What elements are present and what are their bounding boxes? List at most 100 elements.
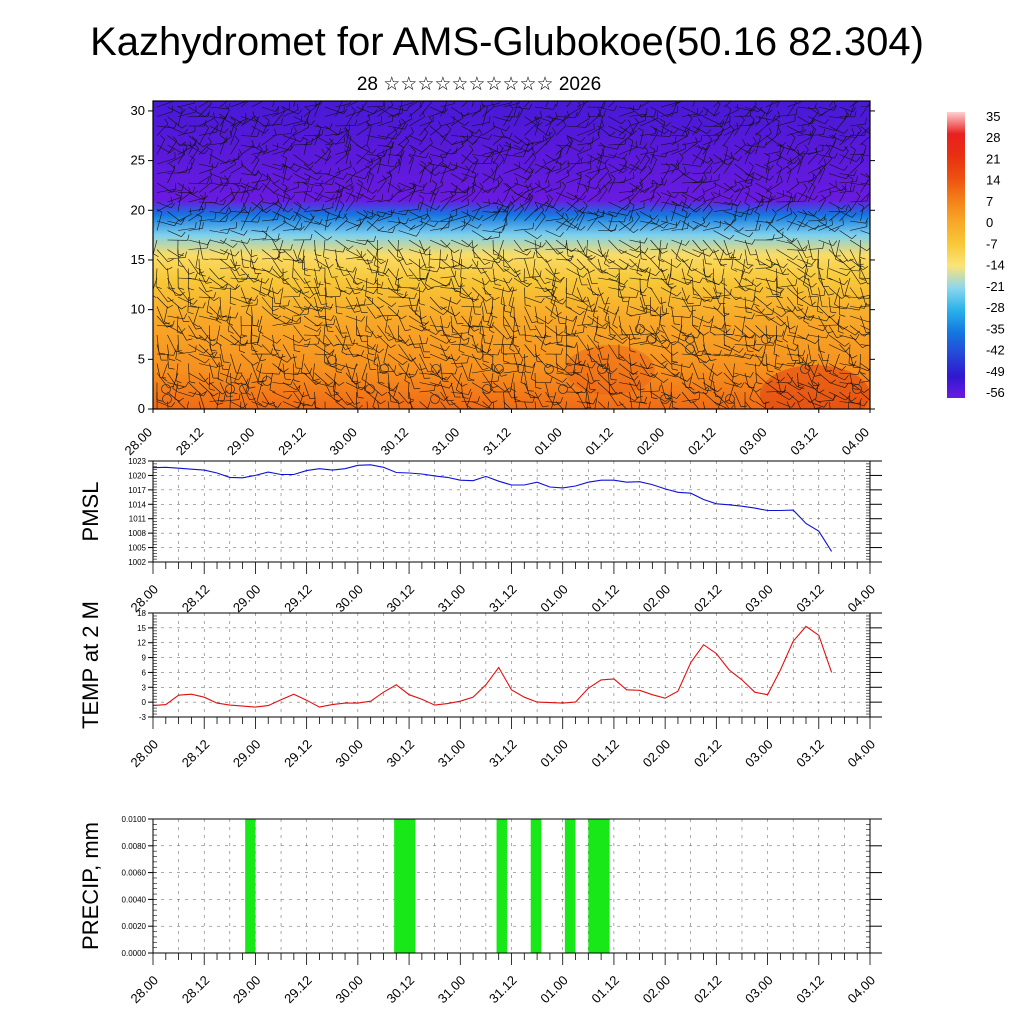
wind-barb [356, 334, 372, 337]
wind-barb [807, 372, 814, 387]
wind-barb-flag [234, 267, 240, 272]
wind-barb [555, 372, 574, 376]
wind-barb [240, 188, 257, 193]
wind-barb [366, 121, 382, 127]
wind-barb-flag [698, 110, 704, 116]
wind-barb [555, 185, 566, 203]
wind-barb-flag [748, 268, 753, 274]
wind-barb [576, 323, 593, 326]
wind-barb-flag [714, 112, 720, 117]
x-tick-label: 01.12 [588, 737, 622, 771]
wind-barb-flag [461, 140, 464, 147]
wind-barb [702, 334, 706, 354]
wind-barb [187, 296, 189, 313]
wind-barb [461, 401, 478, 403]
wind-barb-flag [303, 403, 310, 407]
wind-barb-flag [699, 299, 702, 306]
wind-barb [209, 230, 228, 234]
wind-barb [356, 144, 373, 154]
wind-barb [713, 344, 732, 352]
wind-barb [303, 306, 322, 312]
wind-barb [314, 287, 322, 305]
wind-barb-flag [670, 341, 677, 344]
wind-barb-flag [820, 164, 826, 169]
wind-barb [713, 382, 716, 397]
wind-barb [188, 258, 199, 274]
wind-barb [240, 401, 242, 409]
wind-barb-flag [339, 128, 341, 135]
wind-barb-flag [209, 388, 215, 391]
wind-barb-flag [541, 211, 546, 217]
wind-barb [398, 187, 415, 193]
wind-barb-flag [875, 176, 879, 180]
wind-barb [429, 372, 447, 381]
wind-barb [710, 372, 714, 389]
wind-barb-flag [441, 179, 444, 186]
wind-barb [753, 287, 756, 305]
wind-barb-flag [805, 333, 810, 340]
wind-barb [324, 142, 345, 146]
wind-barb-flag [357, 179, 363, 184]
wind-barb [261, 106, 276, 112]
wind-barb [765, 135, 782, 147]
wind-barb-flag [201, 391, 207, 395]
wind-barb-flag [607, 421, 613, 423]
wind-barb-flag [593, 339, 600, 344]
wind-barb-flag [424, 419, 429, 422]
wind-barb [282, 322, 301, 326]
wind-barb [387, 325, 397, 343]
wind-barb [587, 372, 590, 390]
wind-barb [503, 205, 515, 222]
wind-barb [314, 192, 332, 200]
wind-barb-flag [347, 402, 353, 406]
wind-barb-flag [724, 89, 727, 94]
wind-barb [167, 171, 187, 174]
wind-barb [303, 220, 320, 225]
wind-barb [860, 125, 870, 135]
wind-barb [450, 353, 457, 368]
wind-barb [545, 287, 559, 302]
wind-barb-flag [619, 285, 626, 288]
wind-barb [314, 324, 334, 326]
wind-barb-flag [777, 126, 781, 133]
wind-barb [860, 182, 870, 185]
wind-barb [509, 296, 515, 317]
wind-barb [419, 363, 425, 379]
wind-barb-flag [858, 378, 862, 385]
wind-barb [345, 304, 365, 307]
wind-barb-flag [604, 263, 610, 268]
wind-barb [345, 223, 361, 231]
wind-barb-flag [731, 268, 738, 272]
wind-barb [471, 325, 492, 328]
wind-barb [587, 391, 591, 409]
wind-barb [387, 249, 399, 262]
wind-barb [429, 258, 446, 261]
wind-barb [219, 267, 236, 269]
wind-barb [293, 306, 309, 310]
wind-barb [219, 182, 240, 184]
wind-barb [702, 138, 719, 146]
wind-barb-flag [385, 268, 389, 274]
wind-barb-flag [729, 194, 734, 200]
wind-barb [660, 111, 678, 117]
wind-barb [629, 287, 644, 294]
wind-barb-flag [714, 180, 717, 187]
wind-barb [219, 372, 239, 381]
calm-marker [597, 364, 607, 374]
wind-barb [629, 277, 648, 281]
wind-barb [734, 285, 753, 288]
wind-barb [293, 325, 306, 341]
wind-barb [608, 239, 622, 254]
wind-barb-flag [419, 367, 426, 371]
wind-barb [723, 101, 732, 108]
calm-marker [239, 384, 249, 394]
wind-barb [219, 258, 236, 272]
wind-barb-flag [423, 248, 427, 255]
wind-barb-flag [495, 256, 501, 261]
wind-barb [365, 315, 368, 332]
wind-barb-flag [543, 158, 547, 165]
wind-barb [860, 325, 870, 331]
wind-barb [713, 277, 717, 293]
wind-barb [440, 218, 453, 231]
wind-barb [639, 287, 646, 306]
